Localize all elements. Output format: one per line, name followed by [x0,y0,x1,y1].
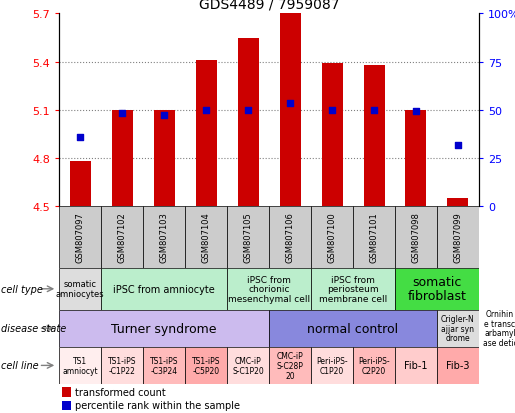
Text: iPSC from
periosteum
membrane cell: iPSC from periosteum membrane cell [319,275,387,303]
Point [412,109,420,115]
Text: CMC-iP
S-C28P
20: CMC-iP S-C28P 20 [277,351,303,380]
Bar [437,206,479,268]
Text: GSM807104: GSM807104 [202,212,211,263]
Bar [70,161,91,206]
Bar [311,268,395,310]
Bar [59,268,101,310]
Bar [311,347,353,384]
Bar [101,268,227,310]
Bar [405,111,426,206]
Bar [227,268,311,310]
Bar [479,310,515,347]
Bar [112,111,133,206]
Text: Crigler-N
ajjar syn
drome: Crigler-N ajjar syn drome [441,314,475,342]
Bar [185,347,227,384]
Bar [280,14,301,206]
Bar [437,310,479,347]
Text: GSM807098: GSM807098 [411,212,420,263]
Text: TS1-iPS
-C1P22: TS1-iPS -C1P22 [108,356,136,375]
Bar [59,347,101,384]
Text: GSM807101: GSM807101 [370,212,379,263]
Text: CMC-iP
S-C1P20: CMC-iP S-C1P20 [232,356,264,375]
Text: disease state: disease state [1,323,66,333]
Point [454,142,462,149]
Text: somatic
fibroblast: somatic fibroblast [407,275,467,303]
Bar [143,206,185,268]
Text: GSM807105: GSM807105 [244,212,252,263]
Bar [196,61,217,206]
Text: cell type: cell type [1,284,42,294]
Bar [237,38,259,206]
Text: Peri-iPS-
C2P20: Peri-iPS- C2P20 [358,356,390,375]
Bar [153,111,175,206]
Text: normal control: normal control [307,322,399,335]
Bar [269,206,311,268]
Bar [143,347,185,384]
Bar [59,310,269,347]
Bar [395,206,437,268]
Title: GDS4489 / 7959087: GDS4489 / 7959087 [199,0,339,12]
Text: GSM807106: GSM807106 [286,212,295,263]
Bar [269,310,437,347]
Text: iPSC from amniocyte: iPSC from amniocyte [113,284,215,294]
Text: iPSC from
chorionic
mesenchymal cell: iPSC from chorionic mesenchymal cell [228,275,310,303]
Bar [311,206,353,268]
Bar [353,206,395,268]
Bar [395,347,437,384]
Text: cell line: cell line [1,361,38,370]
Point [244,107,252,114]
Text: TS1
amniocyt: TS1 amniocyt [62,356,98,375]
Bar [101,206,143,268]
Bar [185,206,227,268]
Bar [62,387,71,397]
Text: TS1-iPS
-C3P24: TS1-iPS -C3P24 [150,356,178,375]
Text: GSM807100: GSM807100 [328,212,336,263]
Text: GSM807102: GSM807102 [118,212,127,263]
Text: Turner syndrome: Turner syndrome [111,322,217,335]
Bar [353,347,395,384]
Text: GSM807099: GSM807099 [454,212,462,263]
Bar [437,347,479,384]
Point [328,107,336,114]
Text: percentile rank within the sample: percentile rank within the sample [75,401,241,411]
Text: Fib-1: Fib-1 [404,361,428,370]
Point [118,110,126,117]
Text: somatic
amniocytes: somatic amniocytes [56,280,105,299]
Bar [269,347,311,384]
Text: Peri-iPS-
C1P20: Peri-iPS- C1P20 [316,356,348,375]
Text: TS1-iPS
-C5P20: TS1-iPS -C5P20 [192,356,220,375]
Text: transformed count: transformed count [75,387,166,397]
Bar [59,206,101,268]
Text: GSM807097: GSM807097 [76,212,84,263]
Bar [321,64,342,206]
Bar [62,401,71,410]
Bar [101,347,143,384]
Text: Ornihin
e transc
arbamyl
ase detic: Ornihin e transc arbamyl ase detic [483,309,515,347]
Text: GSM807103: GSM807103 [160,212,168,263]
Bar [227,347,269,384]
Point [370,107,378,114]
Point [76,134,84,141]
Text: Fib-3: Fib-3 [446,361,470,370]
Bar [395,268,479,310]
Bar [448,199,469,206]
Point [202,107,210,114]
Point [286,101,294,107]
Point [160,112,168,119]
Bar [227,206,269,268]
Bar [364,66,385,206]
